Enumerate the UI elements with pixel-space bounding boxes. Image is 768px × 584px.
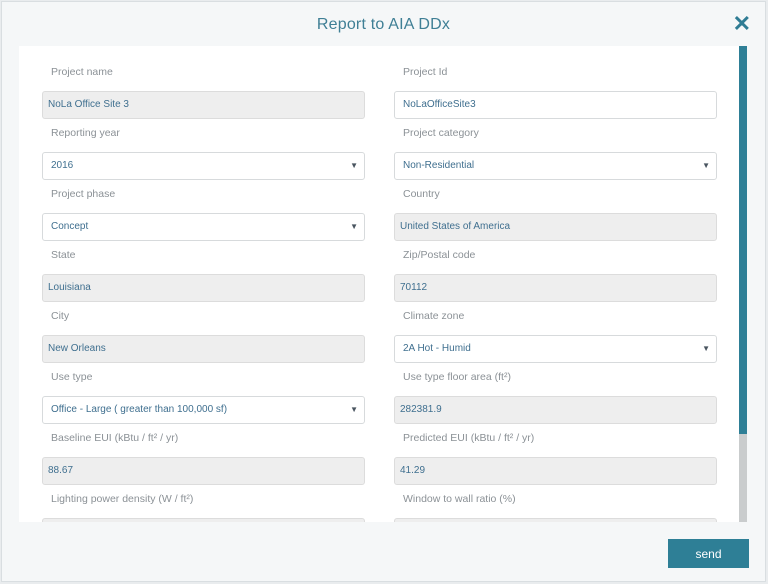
- caret-down-icon[interactable]: ▼: [350, 161, 358, 170]
- scrollbar-thumb[interactable]: [739, 46, 747, 434]
- input-project-name: NoLa Office Site 3: [42, 91, 365, 119]
- input-city: New Orleans: [42, 335, 365, 363]
- caret-down-icon[interactable]: ▼: [350, 222, 358, 231]
- field-label: Project name: [51, 66, 113, 78]
- field-label: Use type floor area (ft²): [403, 371, 511, 383]
- field-value: 88.67: [48, 465, 74, 476]
- input-use-type-floor-area-ft: 282381.9: [394, 396, 717, 424]
- field-state: State Louisiana: [42, 249, 365, 302]
- caret-down-icon[interactable]: ▼: [702, 344, 710, 353]
- field-predicted-eui-kbtu-ft-yr: Predicted EUI (kBtu / ft² / yr) 41.29: [394, 432, 717, 485]
- select-use-type[interactable]: Office - Large ( greater than 100,000 sf…: [42, 396, 365, 424]
- caret-down-icon[interactable]: ▼: [350, 405, 358, 414]
- field-label: Project phase: [51, 188, 116, 200]
- field-value: 2016: [51, 160, 74, 171]
- field-project-category: Project category Non-Residential ▼: [394, 127, 717, 180]
- field-label: Zip/Postal code: [403, 249, 476, 261]
- field-value: New Orleans: [48, 343, 106, 354]
- field-zip-postal-code: Zip/Postal code 70112: [394, 249, 717, 302]
- input-country: United States of America: [394, 213, 717, 241]
- field-label: Project Id: [403, 66, 448, 78]
- field-value: United States of America: [400, 221, 511, 232]
- field-use-type: Use type Office - Large ( greater than 10…: [42, 371, 365, 424]
- field-label: Use type: [51, 371, 93, 383]
- input-project-id[interactable]: NoLaOfficeSite3: [394, 91, 717, 119]
- close-icon[interactable]: ✕: [732, 11, 751, 36]
- field-value: 70112: [400, 282, 428, 293]
- field-climate-zone: Climate zone 2A Hot - Humid ▼: [394, 310, 717, 363]
- select-project-phase[interactable]: Concept ▼: [42, 213, 365, 241]
- field-label: Project category: [403, 127, 479, 139]
- field-label: Predicted EUI (kBtu / ft² / yr): [403, 432, 535, 444]
- field-label: State: [51, 249, 76, 261]
- field-project-id: Project Id NoLaOfficeSite3: [394, 66, 717, 119]
- select-project-category[interactable]: Non-Residential ▼: [394, 152, 717, 180]
- input-predicted-eui-kbtu-ft-yr: 41.29: [394, 457, 717, 485]
- field-project-name: Project name NoLa Office Site 3: [42, 66, 365, 119]
- form-panel: Project name NoLa Office Site 3 Project Id…: [19, 46, 747, 522]
- field-reporting-year: Reporting year 2016 ▼: [42, 127, 365, 180]
- field-value: NoLaOfficeSite3: [403, 99, 476, 110]
- field-label: Baseline EUI (kBtu / ft² / yr): [51, 432, 179, 444]
- field-value: Non-Residential: [403, 160, 475, 171]
- field-project-phase: Project phase Concept ▼: [42, 188, 365, 241]
- field-label: Country: [403, 188, 440, 200]
- field-baseline-eui-kbtu-ft-yr: Baseline EUI (kBtu / ft² / yr) 88.67: [42, 432, 365, 485]
- field-city: City New Orleans: [42, 310, 365, 363]
- field-value: Office - Large ( greater than 100,000 sf…: [51, 404, 228, 415]
- select-climate-zone[interactable]: 2A Hot - Humid ▼: [394, 335, 717, 363]
- input-window-to-wall-ratio: 41.78: [394, 518, 717, 522]
- field-window-to-wall-ratio: Window to wall ratio (%) 41.78: [394, 493, 717, 522]
- field-value: Concept: [51, 221, 89, 232]
- input-lighting-power-density-w-ft: 0.7800000000000001: [42, 518, 365, 522]
- input-baseline-eui-kbtu-ft-yr: 88.67: [42, 457, 365, 485]
- input-state: Louisiana: [42, 274, 365, 302]
- send-button[interactable]: send: [668, 539, 749, 568]
- field-value: 41.29: [400, 465, 426, 476]
- input-zip-postal-code: 70112: [394, 274, 717, 302]
- field-value: Louisiana: [48, 282, 91, 293]
- select-reporting-year[interactable]: 2016 ▼: [42, 152, 365, 180]
- field-use-type-floor-area-ft: Use type floor area (ft²) 282381.9: [394, 371, 717, 424]
- field-label: Window to wall ratio (%): [403, 493, 516, 505]
- dialog-title: Report to AIA DDx: [316, 16, 451, 33]
- field-value: 2A Hot - Humid: [403, 343, 471, 354]
- field-label: City: [51, 310, 70, 322]
- scrollbar[interactable]: [739, 46, 747, 522]
- field-label: Lighting power density (W / ft²): [51, 493, 194, 505]
- field-lighting-power-density-w-ft: Lighting power density (W / ft²) 0.780000…: [42, 493, 365, 522]
- field-value: 282381.9: [400, 404, 442, 415]
- field-label: Climate zone: [403, 310, 465, 322]
- caret-down-icon[interactable]: ▼: [702, 161, 710, 170]
- field-value: NoLa Office Site 3: [48, 99, 129, 110]
- field-label: Reporting year: [51, 127, 120, 139]
- field-country: Country United States of America: [394, 188, 717, 241]
